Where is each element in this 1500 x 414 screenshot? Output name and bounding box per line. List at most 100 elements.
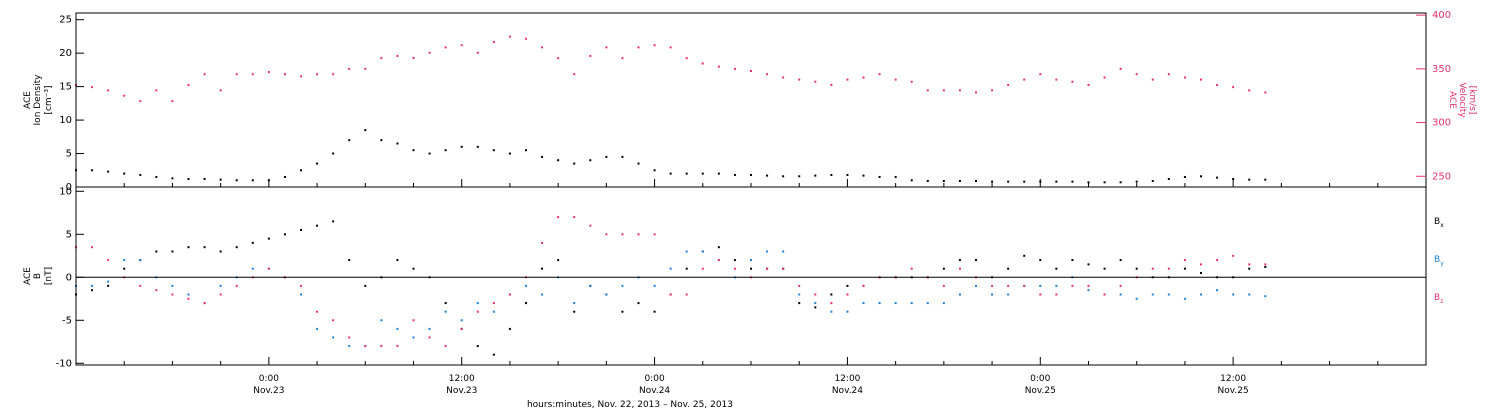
- bz-point: [637, 233, 640, 236]
- by-point: [1183, 297, 1186, 300]
- ion-density-point: [1071, 180, 1074, 183]
- ion-density-point: [1200, 175, 1202, 178]
- top-left-axis-label-line-3: [cm⁻³]: [44, 85, 54, 114]
- ion-density-point: [846, 173, 849, 176]
- bz-point: [589, 224, 592, 227]
- bz-point: [203, 302, 206, 305]
- bx-point: [219, 250, 222, 253]
- velocity-point: [589, 54, 592, 57]
- velocity-point: [766, 73, 769, 76]
- velocity-point: [1248, 89, 1251, 92]
- bottom-panel-points: [75, 216, 1267, 356]
- ion-density-point: [300, 169, 302, 172]
- bz-point: [364, 345, 367, 348]
- by-point: [1135, 297, 1138, 300]
- bottom-left-tick-label: 10: [59, 186, 72, 197]
- velocity-point: [1151, 78, 1154, 81]
- bz-point: [1071, 284, 1074, 287]
- by-point: [846, 310, 849, 313]
- velocity-point: [107, 89, 110, 92]
- by-point: [412, 336, 415, 339]
- velocity-point: [476, 51, 479, 54]
- x-tick-label-time: 0:00: [1030, 374, 1050, 384]
- bx-point: [958, 259, 961, 262]
- bx-point: [267, 237, 270, 240]
- by-point: [782, 250, 785, 253]
- x-tick-label-date: Nov.25: [1025, 386, 1056, 396]
- ion-density-point: [476, 145, 479, 148]
- top-right-tick-label: 400: [1432, 10, 1451, 21]
- x-tick-label-time: 12:00: [449, 374, 475, 384]
- velocity-point: [525, 37, 527, 40]
- velocity-point: [717, 65, 720, 68]
- velocity-point: [1119, 67, 1122, 70]
- ion-density-point: [1248, 178, 1251, 181]
- velocity-point: [380, 57, 383, 60]
- by-point: [910, 302, 913, 305]
- bz-point: [1039, 293, 1042, 296]
- velocity-point: [878, 73, 881, 76]
- bz-point: [476, 310, 479, 313]
- by-point: [460, 319, 463, 322]
- bx-point: [1039, 259, 1042, 262]
- top-right-tick-label: 250: [1432, 171, 1451, 182]
- ion-density-point: [380, 139, 383, 142]
- by-point: [1216, 289, 1219, 292]
- ion-density-point: [830, 173, 833, 176]
- top-left-tick-label: 25: [59, 15, 72, 26]
- top-right-tick-label: 300: [1432, 118, 1451, 129]
- ion-density-point: [1167, 177, 1170, 180]
- ion-density-point: [621, 155, 624, 158]
- bx-point: [300, 228, 302, 231]
- by-point: [573, 302, 576, 305]
- velocity-point: [958, 89, 961, 92]
- bz-point: [380, 345, 383, 348]
- velocity-point: [621, 57, 624, 60]
- ion-density-point: [396, 142, 399, 145]
- velocity-point: [541, 46, 544, 49]
- by-point: [107, 280, 110, 283]
- bx-point: [1248, 267, 1251, 270]
- bz-point: [798, 284, 801, 287]
- by-point: [701, 250, 704, 253]
- velocity-point: [701, 62, 704, 65]
- ion-density-point: [685, 172, 688, 175]
- bx-point: [541, 267, 544, 270]
- bz-point: [653, 233, 656, 236]
- bx-point: [717, 246, 720, 249]
- legend-bx: Bx: [1434, 217, 1444, 229]
- bz-point: [605, 233, 608, 236]
- bz-point: [492, 302, 495, 305]
- ion-density-point: [187, 177, 190, 180]
- velocity-point: [171, 100, 174, 103]
- by-point: [766, 250, 769, 253]
- velocity-point: [573, 73, 576, 76]
- bx-point: [1183, 267, 1186, 270]
- ion-density-point: [541, 155, 544, 158]
- bz-point: [862, 284, 865, 287]
- by-point: [1055, 284, 1058, 287]
- ion-density-point: [766, 174, 769, 177]
- bz-point: [219, 293, 222, 296]
- ion-density-point: [1055, 180, 1058, 183]
- bx-point: [942, 267, 945, 270]
- velocity-point: [332, 73, 335, 76]
- x-tick-label-time: 12:00: [1220, 374, 1246, 384]
- ion-density-point: [557, 159, 560, 162]
- x-tick-label-date: Nov.23: [253, 386, 284, 396]
- velocity-point: [283, 73, 286, 76]
- velocity-point: [316, 73, 319, 76]
- bz-point: [830, 302, 833, 305]
- bx-point: [123, 267, 126, 270]
- ion-density-point: [750, 173, 752, 176]
- bz-point: [1232, 254, 1235, 257]
- ion-density-point: [878, 175, 881, 178]
- bz-point: [846, 293, 849, 296]
- bottom-left-axis-label-line-2: B: [33, 273, 43, 279]
- velocity-point: [653, 44, 656, 47]
- velocity-point: [251, 73, 254, 76]
- by-point: [251, 267, 254, 270]
- ion-density-point: [669, 172, 672, 175]
- bz-point: [1216, 259, 1219, 262]
- ion-density-point: [1103, 181, 1106, 184]
